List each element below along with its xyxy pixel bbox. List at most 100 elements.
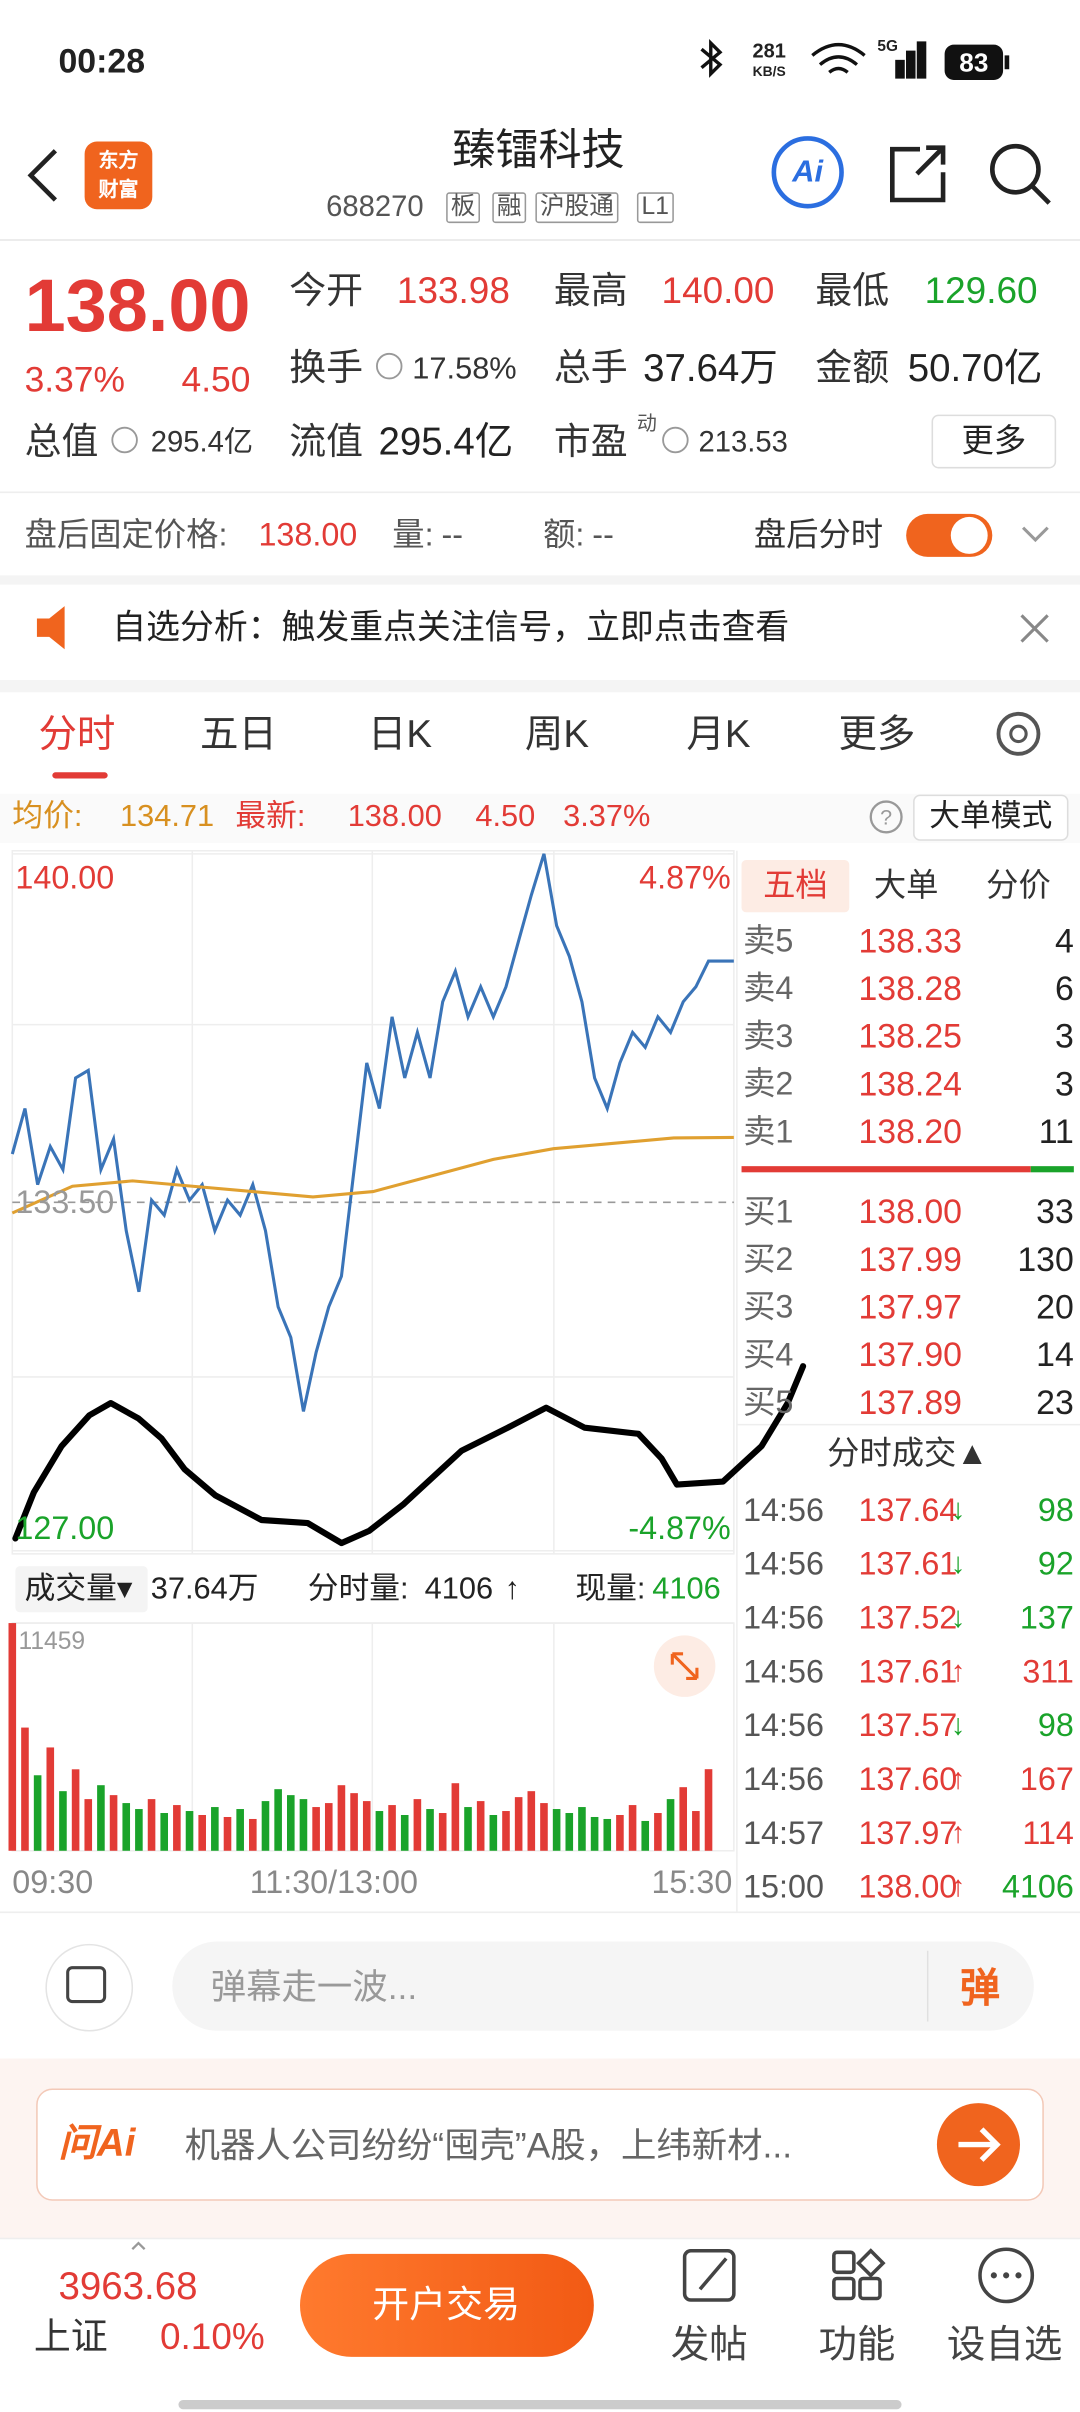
summary-bar (0, 793, 1080, 844)
ai-prompt[interactable]: 机器人公司纷纷“囤壳”A股，上纬新材... (184, 2125, 793, 2166)
volume-bar (160, 1813, 169, 1851)
after-hours-vol-label: 量: (392, 517, 434, 554)
chart-tab[interactable]: 分时 (38, 713, 116, 757)
search-button[interactable] (989, 143, 1041, 195)
book-volume: 3 (1054, 1016, 1074, 1056)
ai-send-arrow (958, 2127, 1001, 2162)
volume-bar (46, 1747, 55, 1851)
volume-bar (603, 1818, 612, 1851)
close-notice[interactable] (1020, 614, 1049, 643)
settings-button[interactable] (996, 711, 1041, 756)
expand-chevron[interactable] (1021, 526, 1049, 543)
comment-placeholder[interactable]: 弹幕走一波... (210, 1966, 418, 2007)
chart-tab[interactable]: 更多 (838, 713, 916, 757)
book-tab[interactable]: 分价 (986, 868, 1051, 904)
volume-bar (413, 1799, 422, 1851)
nav-icons (682, 2247, 1035, 2304)
field-value: 129.60 (924, 270, 1038, 313)
help-icon[interactable] (869, 800, 903, 834)
index-pct: 0.10% (159, 2316, 265, 2359)
ai-button[interactable] (771, 136, 844, 209)
nav-item[interactable]: 发帖 (670, 2323, 748, 2367)
latest-pct: 3.37% (563, 799, 651, 834)
field-value: 37.64万 (643, 346, 778, 390)
search-handle (1030, 184, 1051, 205)
ai-box[interactable] (36, 2088, 1044, 2201)
after-hours-price: 138.00 (258, 517, 358, 554)
chart-tab[interactable]: 五日 (199, 713, 277, 757)
volume-bar (109, 1795, 118, 1851)
trade-price: 137.64 (858, 1493, 958, 1529)
volume-bar (8, 1623, 17, 1851)
chart-tab[interactable]: 周K (524, 713, 589, 757)
volume-bar (578, 1807, 586, 1851)
comment-icon-button[interactable] (45, 1943, 134, 2032)
notice-text[interactable]: 自选分析：触发重点关注信号，立即点击查看 (112, 607, 790, 647)
nav-item[interactable]: 设自选 (946, 2323, 1063, 2367)
share-button[interactable] (889, 145, 946, 203)
trade-time: 15:00 (743, 1869, 824, 1906)
chart-tab[interactable]: 日K (367, 713, 433, 757)
field-label: 今开 (289, 270, 364, 313)
after-hours-toggle-label[interactable]: 盘后分时 (753, 517, 884, 554)
book-level: 买3 (743, 1289, 794, 1326)
tick-volume: 4106 (424, 1572, 494, 1607)
volume-bar (641, 1820, 650, 1851)
trade-button[interactable] (299, 2253, 594, 2357)
book-level: 买4 (743, 1337, 794, 1374)
book-tab[interactable]: 大单 (873, 868, 939, 904)
status-time: 00:28 (58, 41, 146, 80)
book-level: 卖2 (743, 1066, 794, 1103)
back-button[interactable] (27, 149, 58, 202)
trade-time: 14:57 (743, 1816, 824, 1852)
book-price: 138.24 (858, 1064, 962, 1104)
trade-time: 14:56 (743, 1600, 824, 1637)
volume-tick-label: 11459 (18, 1629, 86, 1656)
mode-label[interactable]: 大单模式 (929, 799, 1053, 834)
ask-bar (741, 1166, 1031, 1173)
comment-input[interactable] (172, 1941, 1034, 2031)
chart-tab[interactable]: 月K (686, 713, 751, 757)
volume-bar (211, 1807, 219, 1851)
volume-bar (451, 1783, 460, 1851)
trade-price: 138.00 (858, 1869, 958, 1906)
volume-bar (476, 1801, 485, 1851)
nav-dots (990, 2272, 1022, 2279)
latest-change: 4.50 (475, 799, 536, 834)
field-label: 总值 (24, 421, 99, 464)
index-value: 3963.68 (58, 2265, 198, 2309)
nav-item[interactable]: 功能 (818, 2323, 896, 2367)
volume-bar (324, 1803, 333, 1851)
mode-button[interactable] (913, 794, 1069, 841)
book-tab[interactable]: 五档 (763, 868, 828, 904)
tick-volume-label: 分时量: (307, 1572, 409, 1607)
trade-arrow: ↓ (950, 1548, 966, 1581)
ai-label[interactable]: Ai (792, 155, 824, 190)
field-label: 最高 (553, 270, 628, 313)
volume-label[interactable]: 成交量▾ (24, 1572, 133, 1607)
field-label: 总手 (553, 347, 628, 390)
latest-label: 最新: (235, 799, 306, 834)
volume-bar (122, 1803, 131, 1851)
more-button[interactable] (931, 414, 1057, 469)
book-volume: 33 (1036, 1192, 1074, 1231)
danmaku-button[interactable]: 弹 (959, 1964, 1001, 2011)
book-price: 138.33 (858, 921, 962, 960)
separator (0, 575, 1080, 585)
volume-bar (375, 1811, 384, 1851)
field-label: 金额 (815, 347, 890, 390)
volume-bar (628, 1805, 637, 1851)
status-icons (700, 38, 927, 79)
trade-label[interactable]: 开户交易 (372, 2284, 520, 2327)
more-button-label[interactable]: 更多 (961, 423, 1027, 460)
book-price: 138.20 (858, 1112, 962, 1151)
volume-bar (502, 1811, 510, 1851)
trade-volume: 167 (1019, 1762, 1074, 1798)
help-label[interactable]: ? (880, 804, 893, 830)
volume-bar (223, 1816, 232, 1851)
index-name: 上证 (33, 2316, 108, 2359)
trade-volume: 311 (1022, 1654, 1074, 1690)
volume-selector[interactable] (15, 1566, 148, 1613)
book-level: 买2 (743, 1242, 794, 1278)
